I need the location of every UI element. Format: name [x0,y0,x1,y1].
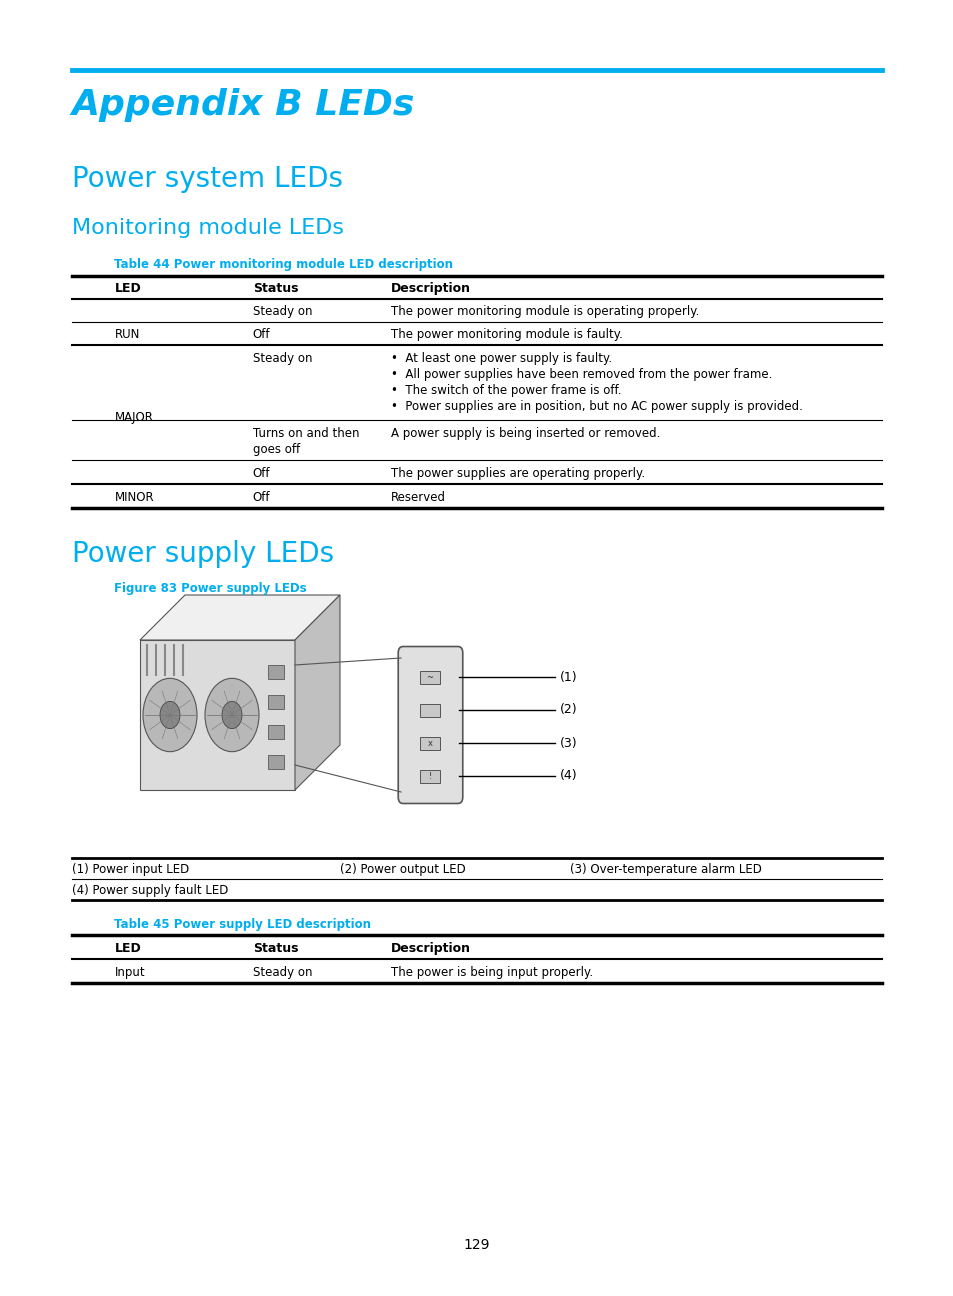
Bar [419,770,439,783]
Text: ~: ~ [426,673,433,682]
Text: (1) Power input LED: (1) Power input LED [71,863,189,876]
Text: Steady on: Steady on [253,966,312,978]
Text: LED: LED [114,283,141,295]
Text: Table 45 Power supply LED description: Table 45 Power supply LED description [114,918,371,931]
Bar [419,671,439,684]
Text: (4) Power supply fault LED: (4) Power supply fault LED [71,884,228,897]
Circle shape [205,678,258,752]
Circle shape [143,678,196,752]
Bar [268,724,284,739]
Text: Table 44 Power monitoring module LED description: Table 44 Power monitoring module LED des… [114,258,453,271]
Text: Power supply LEDs: Power supply LEDs [71,540,334,568]
Polygon shape [140,595,339,640]
Text: MINOR: MINOR [114,491,154,504]
Text: x: x [427,739,432,748]
Text: •  At least one power supply is faulty.: • At least one power supply is faulty. [391,353,612,365]
Text: (2) Power output LED: (2) Power output LED [339,863,465,876]
Text: •  Power supplies are in position, but no AC power supply is provided.: • Power supplies are in position, but no… [391,400,802,413]
Bar [140,640,294,791]
Bar [419,704,439,717]
Text: Off: Off [253,491,270,504]
Text: !: ! [428,772,431,781]
Text: Steady on: Steady on [253,353,312,365]
Text: Status: Status [253,942,298,955]
Text: Input: Input [114,966,145,978]
Bar [419,737,439,750]
Bar [268,665,284,679]
Polygon shape [294,595,339,791]
FancyBboxPatch shape [397,647,462,804]
Text: LED: LED [114,942,141,955]
Text: The power monitoring module is faulty.: The power monitoring module is faulty. [391,328,622,341]
Text: •  The switch of the power frame is off.: • The switch of the power frame is off. [391,384,621,397]
Text: goes off: goes off [253,443,299,456]
Text: Description: Description [391,942,471,955]
Text: Off: Off [253,328,270,341]
Text: (2): (2) [559,704,577,717]
Text: RUN: RUN [114,328,140,341]
Text: •  All power supplies have been removed from the power frame.: • All power supplies have been removed f… [391,368,772,381]
Text: MAJOR: MAJOR [114,412,153,425]
Text: (1): (1) [559,670,577,683]
Text: Off: Off [253,467,270,480]
Text: Steady on: Steady on [253,305,312,318]
Circle shape [222,701,242,728]
Text: (4): (4) [559,770,577,783]
Text: Status: Status [253,283,298,295]
Text: (3): (3) [559,736,577,749]
Circle shape [160,701,180,728]
Text: Figure 83 Power supply LEDs: Figure 83 Power supply LEDs [114,582,307,595]
Bar [268,695,284,709]
Bar [268,756,284,769]
Text: Description: Description [391,283,471,295]
Text: Monitoring module LEDs: Monitoring module LEDs [71,218,343,238]
Text: A power supply is being inserted or removed.: A power supply is being inserted or remo… [391,426,659,441]
Text: The power is being input properly.: The power is being input properly. [391,966,593,978]
Text: The power supplies are operating properly.: The power supplies are operating properl… [391,467,644,480]
Text: The power monitoring module is operating properly.: The power monitoring module is operating… [391,305,699,318]
Text: Reserved: Reserved [391,491,446,504]
Text: Power system LEDs: Power system LEDs [71,165,342,193]
Text: 129: 129 [463,1238,490,1252]
Text: Turns on and then: Turns on and then [253,426,359,441]
Text: (3) Over-temperature alarm LED: (3) Over-temperature alarm LED [569,863,761,876]
Text: Appendix B LEDs: Appendix B LEDs [71,88,415,122]
